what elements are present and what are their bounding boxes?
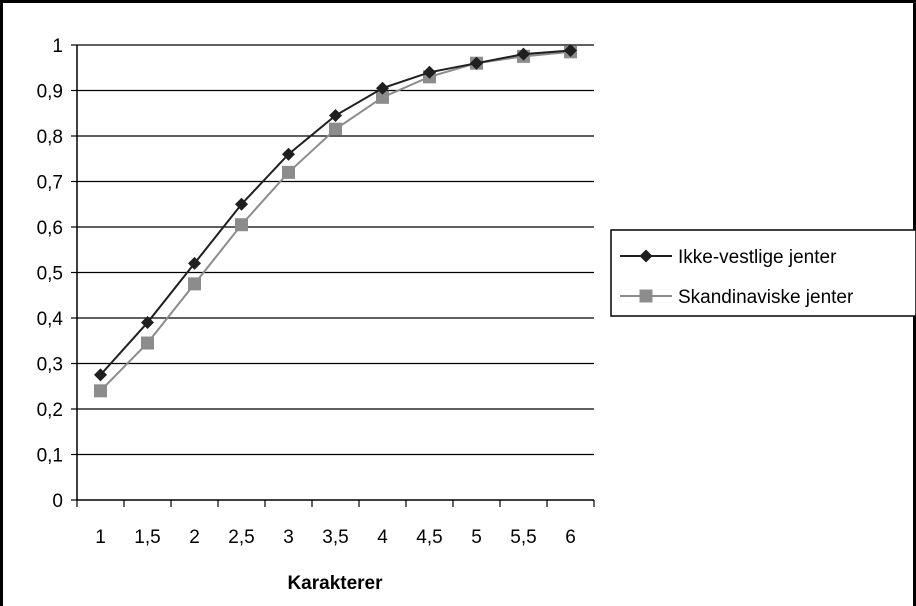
data-point xyxy=(329,109,342,123)
x-tick-label: 6 xyxy=(565,527,576,548)
legend-marker xyxy=(639,249,653,263)
x-tick-label: 4,5 xyxy=(416,527,442,548)
y-tick-label: 0,9 xyxy=(37,82,63,103)
data-point xyxy=(141,336,154,350)
data-point xyxy=(564,43,577,57)
y-tick-label: 0,4 xyxy=(37,309,64,330)
data-point xyxy=(235,218,248,232)
series-ikke-vestlige-jenter xyxy=(94,43,577,382)
data-point xyxy=(282,165,295,179)
x-tick-label: 3,5 xyxy=(322,527,348,548)
data-point xyxy=(94,368,107,382)
x-axis-title: Karakterer xyxy=(287,573,383,594)
legend-item: Ikke-vestlige jenter xyxy=(620,247,837,268)
data-point xyxy=(282,147,295,161)
data-point xyxy=(141,316,154,330)
y-tick-label: 0,1 xyxy=(37,446,63,467)
x-tick-label: 1 xyxy=(95,527,106,548)
series-line xyxy=(99,49,571,376)
y-tick-label: 0,6 xyxy=(37,218,63,239)
data-point xyxy=(517,47,530,61)
x-tick-label: 1,5 xyxy=(134,527,160,548)
y-tick-label: 0,3 xyxy=(37,355,63,376)
x-tick-label: 2,5 xyxy=(228,527,254,548)
legend: Ikke-vestlige jenter Skandinaviske jenter xyxy=(610,229,916,317)
y-tick-label: 0 xyxy=(52,491,63,512)
legend-box xyxy=(610,229,916,317)
data-point xyxy=(188,277,201,291)
series-line xyxy=(99,50,571,392)
legend-label: Ikke-vestlige jenter xyxy=(678,247,837,268)
legend-marker xyxy=(639,289,653,303)
y-tick-label: 0,5 xyxy=(37,264,63,285)
data-point xyxy=(376,81,389,95)
grid-lines xyxy=(77,44,594,456)
x-tick-label: 4 xyxy=(377,527,388,548)
x-tick-label: 5 xyxy=(471,527,482,548)
y-axis-tick-labels: 0 0,1 0,2 0,3 0,4 0,5 0,6 0,7 0,8 0,9 1 xyxy=(37,36,64,512)
x-axis-tick-labels: 1 1,5 2 2,5 3 3,5 4 4,5 5 5,5 6 xyxy=(95,527,576,548)
legend-item: Skandinaviske jenter xyxy=(620,287,854,308)
data-point xyxy=(470,56,483,70)
x-tick-label: 3 xyxy=(283,527,294,548)
y-tick-label: 0,8 xyxy=(37,127,63,148)
y-tick-label: 1 xyxy=(52,36,63,57)
x-tick-label: 5,5 xyxy=(510,527,536,548)
data-point xyxy=(235,197,248,211)
series-layer xyxy=(94,43,577,398)
data-point xyxy=(329,122,342,136)
axes xyxy=(71,44,595,507)
data-point xyxy=(423,65,436,79)
y-tick-label: 0,2 xyxy=(37,400,63,421)
x-tick-label: 2 xyxy=(189,527,200,548)
legend-label: Skandinaviske jenter xyxy=(678,287,854,308)
data-point xyxy=(188,256,201,270)
data-point xyxy=(376,90,389,104)
series-skandinaviske-jenter xyxy=(94,45,577,398)
data-point xyxy=(94,384,107,398)
y-tick-label: 0,7 xyxy=(37,173,63,194)
